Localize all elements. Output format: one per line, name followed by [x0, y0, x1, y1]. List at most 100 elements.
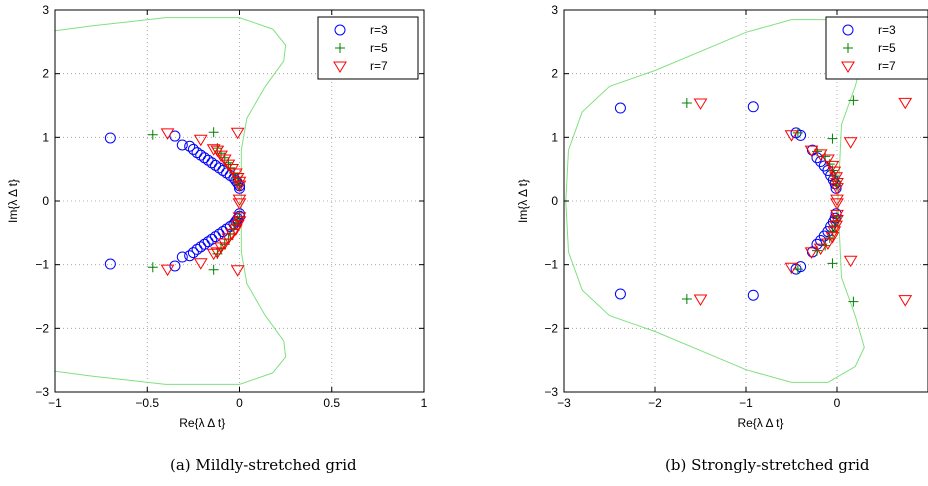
marker-plus — [208, 264, 219, 275]
legend-box — [825, 16, 928, 80]
marker-triangle — [784, 130, 799, 142]
marker-circle — [202, 154, 214, 166]
marker-circle — [213, 162, 225, 174]
legend-label: r=3 — [878, 23, 896, 37]
marker-circle — [747, 101, 759, 113]
marker-triangle — [693, 294, 708, 307]
marker-plus — [827, 258, 838, 269]
grid — [55, 10, 424, 392]
legend-marker-triangle — [841, 61, 855, 73]
marker-triangle — [206, 248, 221, 261]
x-tick-label: −2 — [648, 396, 662, 410]
y-tick-label: −2 — [544, 321, 558, 335]
marker-triangle — [214, 150, 228, 163]
marker-triangle — [193, 258, 208, 270]
marker-triangle — [193, 134, 208, 147]
y-tick-label: −1 — [544, 258, 558, 272]
marker-triangle — [693, 98, 708, 110]
legend-label: r=7 — [878, 59, 896, 73]
legend-label: r=3 — [370, 23, 388, 37]
marker-triangle — [898, 97, 913, 110]
x-axis-label: Re{λ Δ t} — [737, 416, 783, 430]
y-tick-label: −1 — [35, 258, 49, 272]
x-tick-label: −3 — [557, 396, 571, 410]
legend-marker-circle — [334, 24, 346, 36]
marker-triangle — [160, 128, 175, 140]
marker-circle — [169, 130, 181, 142]
y-tick-label: −3 — [35, 385, 49, 399]
marker-plus — [829, 220, 840, 231]
x-tick-label: −1 — [739, 396, 753, 410]
y-tick-label: 2 — [551, 67, 558, 81]
marker-triangle — [230, 127, 245, 140]
marker-triangle — [825, 232, 840, 244]
y-tick-label: 0 — [551, 194, 558, 208]
x-tick-label: −1 — [48, 396, 62, 410]
marker-triangle — [821, 154, 835, 166]
y-tick-label: −2 — [35, 321, 49, 335]
legend-marker-plus — [335, 43, 345, 53]
marker-plus — [681, 294, 692, 305]
marker-plus — [827, 133, 838, 144]
marker-triangle — [206, 144, 221, 156]
marker-triangle — [232, 194, 247, 207]
marker-triangle — [232, 212, 247, 224]
marker-circle — [169, 260, 181, 272]
legend: r=3 r=5 r=7 — [317, 16, 419, 80]
marker-circle — [176, 251, 188, 263]
marker-triangle — [829, 220, 843, 233]
marker-circle — [614, 288, 626, 300]
y-tick-label: 1 — [551, 130, 558, 144]
series-r7 — [693, 97, 913, 307]
marker-triangle — [210, 247, 225, 259]
x-tick-label: 0 — [236, 396, 243, 410]
marker-circle — [187, 247, 199, 259]
y-tick-label: 2 — [42, 67, 49, 81]
stability-boundary-curve — [55, 17, 287, 385]
marker-circle — [104, 258, 116, 270]
marker-circle — [795, 129, 807, 141]
y-axis-label: Im{λ Δ t} — [6, 179, 20, 223]
legend-marker-triangle — [333, 61, 347, 73]
marker-circle — [191, 243, 203, 255]
marker-triangle — [830, 194, 844, 207]
marker-triangle — [825, 160, 840, 173]
marker-circle — [206, 157, 218, 169]
x-tick-label: 1 — [421, 396, 428, 410]
y-tick-label: −3 — [544, 385, 558, 399]
marker-circle — [210, 159, 222, 171]
marker-triangle — [804, 145, 819, 158]
marker-triangle — [830, 209, 844, 222]
marker-triangle — [230, 265, 245, 277]
grid — [564, 10, 928, 392]
y-tick-label: 3 — [551, 3, 558, 17]
marker-plus — [147, 262, 158, 273]
marker-circle — [198, 152, 210, 164]
marker-triangle — [827, 166, 842, 179]
marker-plus — [208, 127, 219, 138]
marker-triangle — [228, 168, 243, 180]
y-axis-label: Im{λ Δ t} — [516, 179, 530, 223]
y-tick-label: 0 — [42, 194, 49, 208]
marker-triangle — [830, 183, 844, 195]
marker-triangle — [784, 262, 799, 275]
marker-triangle — [160, 264, 175, 277]
legend: r=3 r=5 r=7 — [825, 16, 928, 80]
marker-plus — [681, 97, 692, 108]
marker-circle — [747, 289, 759, 301]
marker-triangle — [827, 226, 842, 238]
marker-triangle — [228, 224, 243, 236]
x-tick-label: 0 — [834, 396, 841, 410]
marker-circle — [176, 139, 188, 151]
marker-triangle — [898, 295, 913, 307]
legend-label: r=5 — [878, 41, 896, 55]
marker-plus — [792, 127, 803, 138]
x-tick-label: −0.5 — [135, 396, 159, 410]
x-axis-label: Re{λ Δ t} — [179, 416, 225, 430]
marker-circle — [206, 233, 218, 245]
marker-triangle — [221, 159, 236, 172]
marker-triangle — [843, 255, 858, 268]
marker-triangle — [843, 137, 858, 149]
marker-triangle — [830, 214, 844, 227]
